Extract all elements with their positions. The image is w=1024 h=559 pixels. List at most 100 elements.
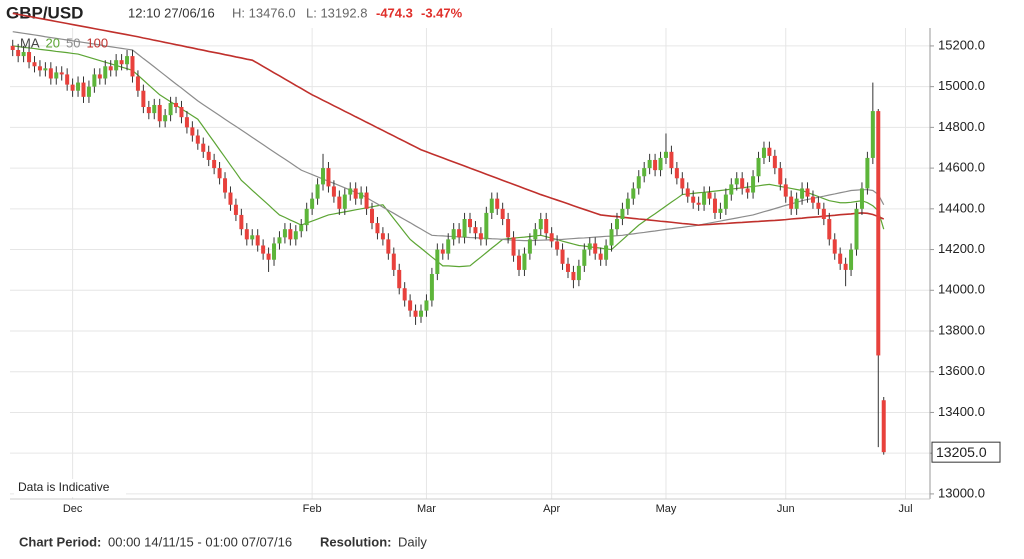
candle-body — [729, 184, 734, 195]
candle-body — [745, 188, 750, 193]
change: -474.3 — [376, 5, 413, 20]
candle-body — [255, 235, 260, 246]
candle-body — [816, 202, 821, 209]
annotation: Data is Indicative — [18, 480, 110, 494]
candle-body — [103, 66, 108, 79]
candle-body — [76, 82, 81, 91]
candle-body — [282, 229, 287, 238]
candle-body — [462, 219, 467, 238]
x-tick-label: Mar — [417, 503, 436, 515]
change-pct: -3.47% — [421, 5, 463, 20]
legend-title: MA — [20, 35, 40, 50]
candle-body — [10, 45, 15, 50]
candle-body — [435, 249, 440, 274]
candle-body — [565, 263, 570, 272]
candle-body — [794, 198, 799, 209]
candle-body — [642, 168, 647, 177]
candle-body — [838, 253, 843, 264]
candle-body — [821, 208, 826, 220]
ma-line — [12, 45, 885, 268]
candle-body — [391, 253, 396, 270]
candle-body — [832, 239, 837, 254]
candle-body — [549, 233, 554, 242]
candle-body — [364, 192, 369, 209]
candle-body — [408, 300, 413, 311]
candle-body — [261, 245, 266, 254]
y-tick-label: 14200.0 — [938, 241, 985, 256]
candle-body — [70, 84, 75, 91]
candle-body — [272, 243, 277, 260]
candle-body — [876, 111, 881, 356]
candle-body — [761, 147, 766, 158]
candle-body — [865, 157, 870, 189]
candle-body — [293, 231, 298, 240]
candle-body — [712, 198, 717, 213]
candle-body — [658, 157, 663, 171]
candle-body — [663, 151, 668, 158]
candle-body — [734, 178, 739, 185]
plot-area — [10, 12, 934, 500]
candle-body — [152, 104, 157, 114]
candle-body — [21, 52, 26, 57]
candle-body — [778, 168, 783, 185]
ma-line — [12, 12, 885, 226]
candle-body — [702, 192, 707, 205]
candle-body — [130, 56, 135, 77]
candle-body — [854, 208, 859, 250]
candle-body — [135, 76, 140, 91]
candle-body — [179, 107, 184, 118]
candle-body — [647, 159, 652, 169]
candle-body — [413, 310, 418, 317]
candle-body — [506, 219, 511, 238]
candle-body — [119, 60, 124, 65]
candle-body — [146, 107, 151, 114]
candle-body — [163, 115, 168, 122]
candle-body — [870, 111, 875, 158]
period-label: Chart Period: — [19, 534, 101, 549]
y-tick-label: 14600.0 — [938, 160, 985, 175]
candle-body — [397, 269, 402, 289]
candle-body — [212, 159, 217, 169]
candle-body — [342, 194, 347, 209]
candle-body — [636, 176, 641, 189]
candle-body — [555, 241, 560, 250]
y-tick-label: 13600.0 — [938, 363, 985, 378]
candle-body — [446, 239, 451, 254]
legend-entry: 50 — [66, 35, 80, 50]
candle-body — [560, 249, 565, 264]
candle-body — [576, 265, 581, 281]
candle-body — [881, 400, 886, 453]
candle-body — [707, 192, 712, 199]
candle-body — [59, 72, 64, 75]
x-tick-label: Dec — [63, 503, 83, 515]
legend-entry: 100 — [86, 35, 108, 50]
candle-body — [625, 198, 630, 209]
candle-body — [478, 233, 483, 240]
candle-body — [511, 237, 516, 256]
candle-body — [440, 249, 445, 254]
candle-body — [92, 74, 97, 87]
candle-body — [244, 229, 249, 240]
candle-body — [65, 74, 70, 85]
candle-body — [544, 219, 549, 234]
candle-body — [789, 196, 794, 209]
candle-body — [174, 102, 179, 108]
candle-body — [375, 223, 380, 234]
candle-body — [310, 198, 315, 209]
candle-body — [674, 168, 679, 179]
y-tick-label: 14000.0 — [938, 282, 985, 297]
candle-body — [359, 192, 364, 199]
candle-body — [756, 157, 761, 177]
last-price-box — [931, 441, 1001, 463]
candle-body — [315, 184, 320, 199]
candle-body — [685, 188, 690, 197]
candle-body — [288, 229, 293, 240]
candle-body — [620, 208, 625, 220]
candle-body — [97, 74, 102, 79]
candle-body — [157, 104, 162, 122]
candle-body — [125, 56, 130, 65]
candle-body — [827, 219, 832, 240]
candle-body — [696, 202, 701, 205]
candle-body — [631, 188, 636, 199]
